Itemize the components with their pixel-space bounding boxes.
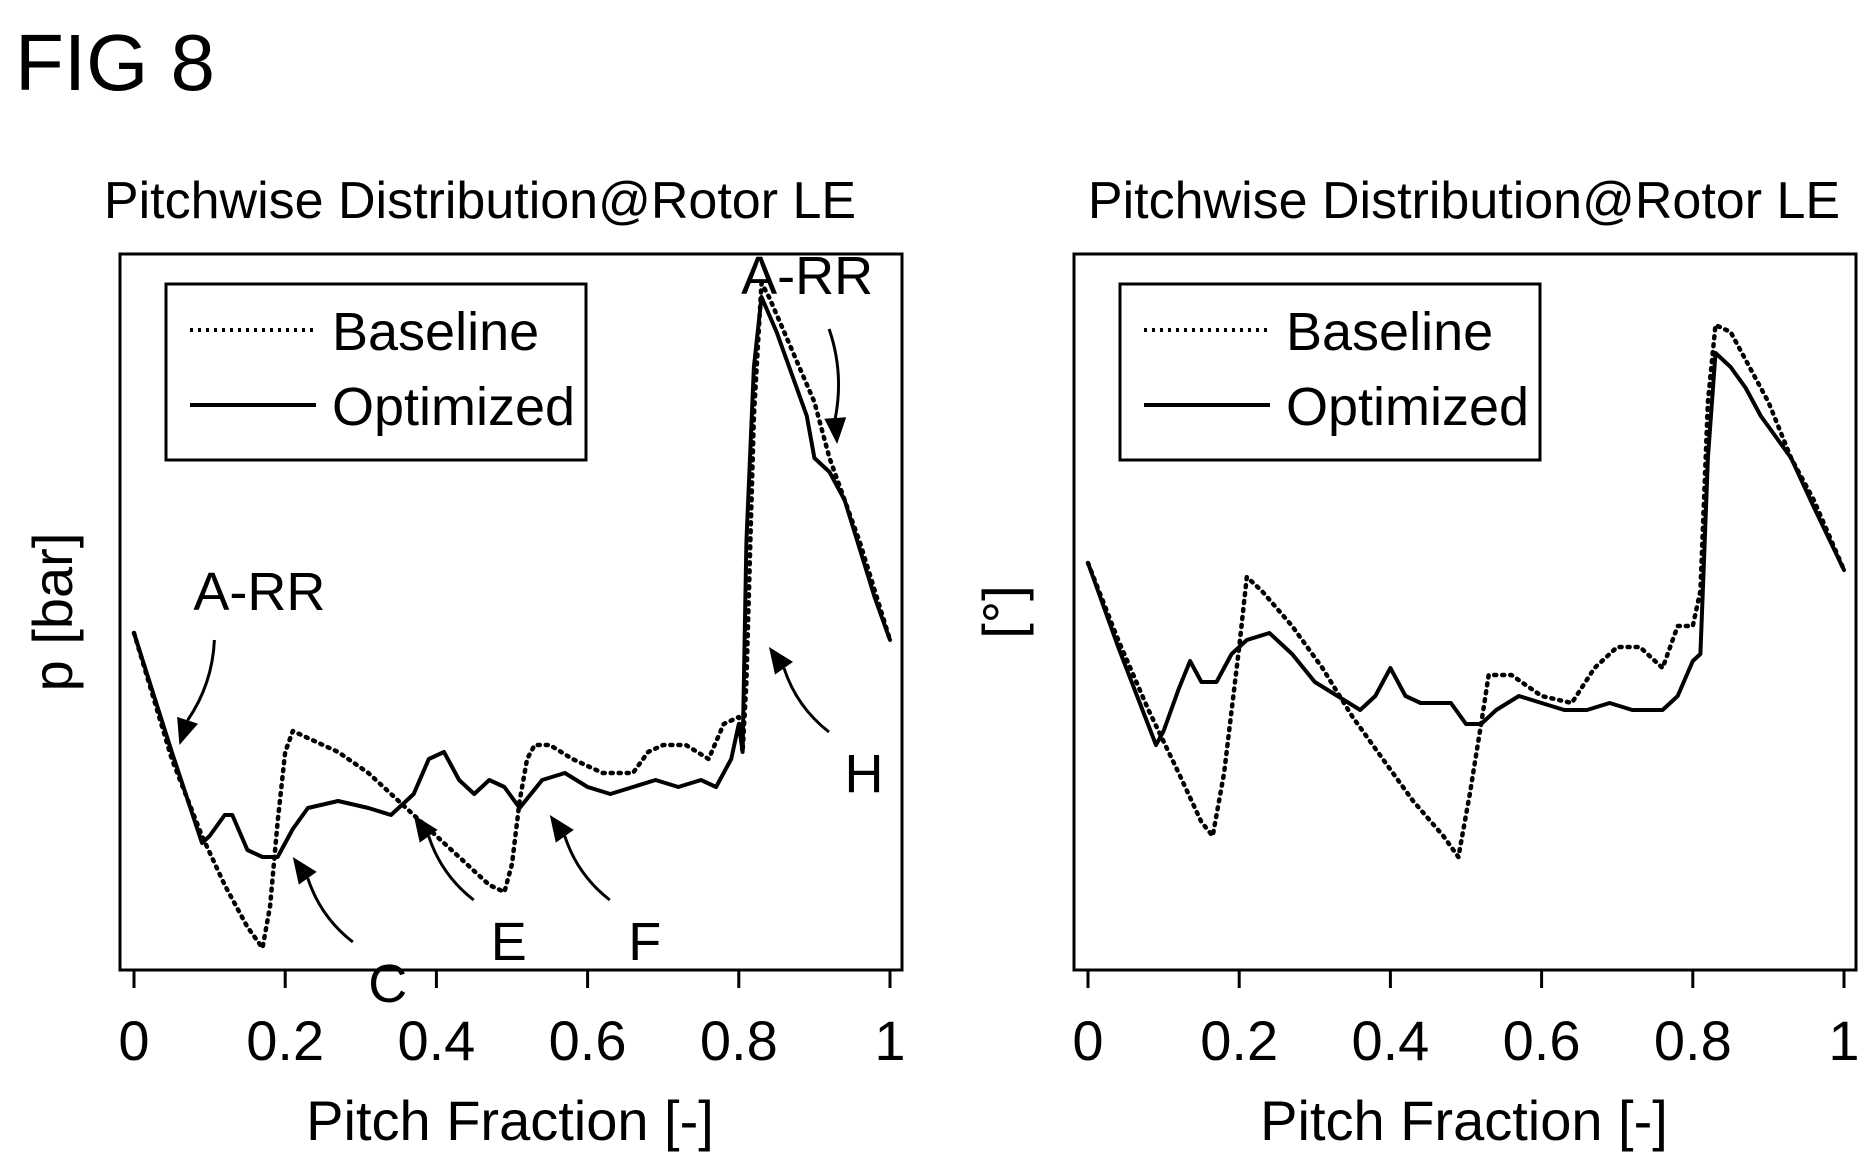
left-annotation-label: E xyxy=(491,912,527,972)
left-annotation-arrow xyxy=(186,639,216,722)
right-x-tick-label: 0 xyxy=(1072,1009,1103,1072)
left-y-axis-label: p [bar] xyxy=(21,533,84,692)
left-annotation-arrowhead xyxy=(824,417,847,444)
left-annotation-arrow xyxy=(563,835,611,902)
right-x-tick-label: 0.8 xyxy=(1654,1009,1732,1072)
left-x-axis-label: Pitch Fraction [-] xyxy=(306,1089,714,1152)
left-series-baseline-line xyxy=(131,280,893,951)
left-x-ticks: 0 0.2 0.4 0.6 0.8 1 xyxy=(118,970,906,1072)
right-series-optimized-line xyxy=(1086,351,1846,747)
left-annotation-label: F xyxy=(628,912,661,972)
left-annotation-arrowhead xyxy=(769,647,793,675)
left-annotations: A-RR A-RR C E F H xyxy=(177,246,884,1014)
left-x-tick-label: 0.4 xyxy=(397,1009,475,1072)
right-legend-box xyxy=(1118,282,1542,462)
left-legend-box xyxy=(164,282,588,462)
right-plot-frame xyxy=(1072,252,1858,972)
right-y-axis-label: [°] xyxy=(971,585,1034,639)
right-legend-optimized-label: Optimized xyxy=(1286,377,1529,437)
left-legend-baseline-label: Baseline xyxy=(332,302,539,362)
left-annotation-arrowhead xyxy=(292,857,317,885)
left-annotation-arrow xyxy=(827,328,841,419)
right-x-axis-label: Pitch Fraction [-] xyxy=(1260,1089,1668,1152)
left-x-tick-label: 0 xyxy=(118,1009,149,1072)
right-chart-title: Pitchwise Distribution@Rotor LE xyxy=(1088,172,1840,230)
left-legend: Baseline Optimized xyxy=(164,282,588,462)
left-x-tick-label: 0.6 xyxy=(549,1009,627,1072)
right-series-baseline-line xyxy=(1085,322,1847,860)
left-series-optimized-line xyxy=(132,295,892,859)
figure-label: FIG 8 xyxy=(15,18,215,107)
left-annotation-arrow xyxy=(782,667,830,734)
left-x-tick-label: 1 xyxy=(874,1009,905,1072)
left-annotation-arrowhead xyxy=(177,716,198,745)
right-chart: Pitchwise Distribution@Rotor LE 0 0.2 0.4 0… xyxy=(971,172,1860,1152)
left-annotation-arrowhead xyxy=(549,815,574,843)
left-annotation-label: C xyxy=(368,954,407,1014)
right-legend-baseline-label: Baseline xyxy=(1286,302,1493,362)
left-annotation-label: H xyxy=(845,744,884,804)
left-legend-optimized-label: Optimized xyxy=(332,377,575,437)
right-chart-marks xyxy=(1085,322,1847,860)
left-x-tick-label: 0.2 xyxy=(246,1009,324,1072)
left-chart: Pitchwise Distribution@Rotor LE 0 0.2 0.4 0… xyxy=(21,172,906,1152)
right-x-tick-label: 0.2 xyxy=(1200,1009,1278,1072)
left-annotation-arrow xyxy=(306,877,354,944)
right-legend: Baseline Optimized xyxy=(1118,282,1542,462)
left-annotation-arrowhead xyxy=(413,815,438,843)
right-x-tick-label: 0.6 xyxy=(1503,1009,1581,1072)
right-x-ticks: 0 0.2 0.4 0.6 0.8 1 xyxy=(1072,970,1860,1072)
left-annotation-arrow xyxy=(427,835,475,902)
left-plot-frame xyxy=(118,252,904,972)
left-chart-marks xyxy=(131,280,893,951)
right-x-tick-label: 1 xyxy=(1828,1009,1859,1072)
left-x-tick-label: 0.8 xyxy=(700,1009,778,1072)
right-x-tick-label: 0.4 xyxy=(1351,1009,1429,1072)
left-annotation-label: A-RR xyxy=(193,562,325,622)
left-annotation-label: A-RR xyxy=(741,246,873,306)
left-chart-title: Pitchwise Distribution@Rotor LE xyxy=(104,172,856,230)
